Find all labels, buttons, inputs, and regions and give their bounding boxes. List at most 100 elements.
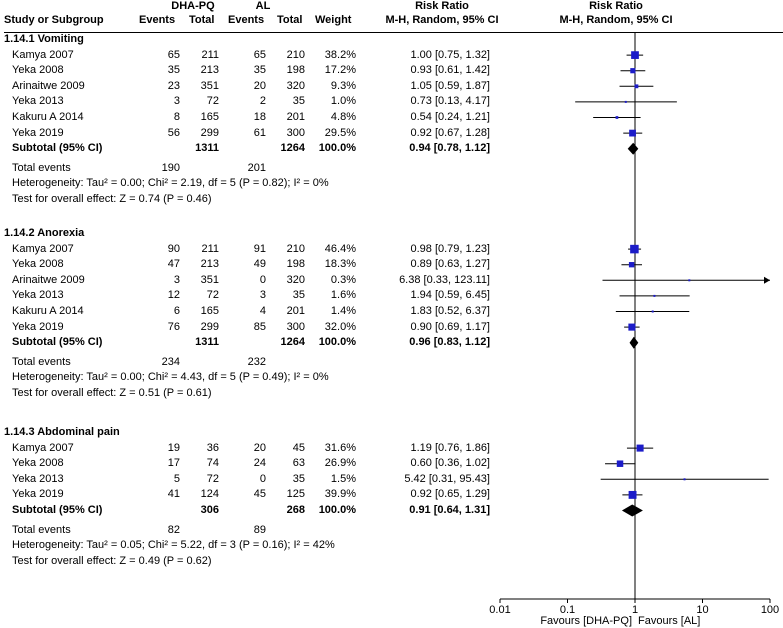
study-name: Yeka 2008 (12, 64, 64, 77)
heterogeneity-text: Heterogeneity: Tau² = 0.00; Chi² = 2.19,… (12, 177, 329, 190)
study-weight: 9.3% (330, 79, 356, 92)
study-square (630, 244, 639, 254)
study-weight: 0.3% (330, 273, 356, 286)
study-name: Yeka 2019 (12, 488, 64, 501)
total-events-label: Total events (12, 161, 71, 174)
study-square (653, 294, 656, 297)
subtotal-label: Subtotal (95% CI) (12, 142, 103, 155)
study-column-header: Study or Subgroup (4, 14, 104, 26)
events-dha: 41 (167, 488, 180, 501)
events-dha: 47 (167, 258, 180, 271)
total-al: 210 (286, 48, 305, 61)
heterogeneity-text: Heterogeneity: Tau² = 0.05; Chi² = 5.22,… (12, 539, 335, 552)
subtotal-weight: 100.0% (318, 336, 356, 349)
subtotal-diamond (621, 504, 643, 517)
total1-header: Total (189, 14, 215, 26)
study-ci: 0.92 [0.65, 1.29] (410, 488, 490, 501)
events-dha: 8 (173, 111, 180, 123)
events-al: 45 (253, 488, 266, 501)
events-dha: 90 (167, 242, 180, 255)
total-al: 198 (286, 258, 305, 271)
total-dha: 74 (206, 457, 219, 470)
subtotal-total-al: 268 (286, 504, 305, 516)
total-events-al: 89 (253, 523, 266, 536)
study-ci: 1.05 [0.59, 1.87] (410, 79, 490, 92)
total-dha: 36 (206, 441, 219, 454)
study-square (631, 51, 639, 59)
group1-header: DHA-PQ (171, 0, 215, 12)
events-al: 24 (253, 457, 266, 470)
study-square (628, 262, 635, 268)
study-square (636, 444, 644, 452)
subtotal-total-dha: 1311 (195, 142, 219, 155)
study-weight: 1.4% (330, 305, 356, 317)
total-dha: 351 (200, 273, 219, 286)
study-name: Kamya 2007 (12, 441, 74, 454)
total-dha: 211 (201, 242, 219, 255)
study-ci: 0.89 [0.63, 1.27] (410, 258, 490, 271)
study-weight: 1.5% (330, 472, 356, 485)
study-name: Yeka 2008 (12, 457, 64, 470)
events-dha: 23 (167, 79, 180, 92)
study-square (615, 116, 619, 119)
study-weight: 1.0% (330, 95, 356, 108)
study-name: Kamya 2007 (12, 48, 74, 61)
total2-header: Total (277, 14, 303, 26)
total-dha: 72 (206, 472, 219, 485)
events2-header: Events (228, 14, 265, 26)
total-dha: 72 (206, 289, 219, 302)
study-name: Arinaitwe 2009 (12, 273, 85, 286)
events-al: 61 (253, 126, 266, 139)
subtotal-total-al: 1264 (280, 336, 305, 349)
total-al: 35 (292, 472, 305, 485)
events-dha: 56 (167, 126, 180, 139)
total-al: 300 (286, 126, 305, 139)
subtotal-total-dha: 1311 (195, 336, 219, 349)
total-events-al: 232 (247, 355, 266, 368)
rr-plot-method: M-H, Random, 95% CI (559, 14, 673, 26)
subtotal-diamond (627, 142, 639, 155)
study-name: Yeka 2013 (12, 289, 64, 302)
study-weight: 29.5% (324, 126, 356, 139)
rr-plot-title: Risk Ratio (589, 0, 643, 12)
study-square (628, 490, 637, 499)
subgroup-title: 1.14.2 Anorexia (4, 227, 85, 239)
total-al: 198 (286, 64, 305, 77)
favours-right-label: Favours [AL] (638, 615, 700, 627)
events-al: 65 (253, 48, 266, 61)
study-ci: 0.93 [0.61, 1.42] (410, 64, 490, 77)
events-al: 49 (253, 258, 266, 271)
x-tick-label: 100 (761, 604, 779, 616)
total-dha: 299 (200, 126, 219, 139)
subtotal-total-dha: 306 (200, 504, 219, 516)
study-name: Kamya 2007 (12, 242, 74, 255)
events-dha: 19 (167, 441, 180, 454)
study-ci: 0.60 [0.36, 1.02] (410, 457, 490, 470)
study-name: Yeka 2013 (12, 95, 64, 108)
study-name: Yeka 2013 (12, 472, 64, 485)
total-events-al: 201 (247, 161, 266, 174)
subtotal-ci: 0.91 [0.64, 1.31] (409, 504, 490, 516)
overall-effect-text: Test for overall effect: Z = 0.49 (P = 0… (12, 554, 212, 567)
study-ci: 0.92 [0.67, 1.28] (410, 126, 490, 139)
study-ci: 1.83 [0.52, 6.37] (410, 305, 490, 317)
x-tick-label: 10 (696, 604, 708, 616)
subtotal-label: Subtotal (95% CI) (12, 504, 103, 516)
total-al: 35 (292, 95, 305, 108)
study-name: Kakuru A 2014 (12, 111, 84, 123)
study-weight: 18.3% (324, 258, 356, 271)
total-al: 201 (286, 305, 305, 317)
events-al: 3 (259, 289, 266, 302)
group2-header: AL (255, 0, 271, 12)
x-tick-label: 0.1 (560, 604, 575, 616)
events1-header: Events (139, 14, 176, 26)
study-ci: 1.19 [0.76, 1.86] (410, 441, 490, 454)
subtotal-weight: 100.0% (318, 142, 356, 155)
study-ci: 0.90 [0.69, 1.17] (410, 320, 490, 333)
subtotal-ci: 0.96 [0.83, 1.12] (409, 336, 490, 349)
study-weight: 1.6% (330, 289, 356, 302)
events-dha: 76 (167, 320, 180, 333)
heterogeneity-text: Heterogeneity: Tau² = 0.00; Chi² = 4.43,… (12, 371, 329, 384)
overall-effect-text: Test for overall effect: Z = 0.51 (P = 0… (12, 387, 212, 399)
